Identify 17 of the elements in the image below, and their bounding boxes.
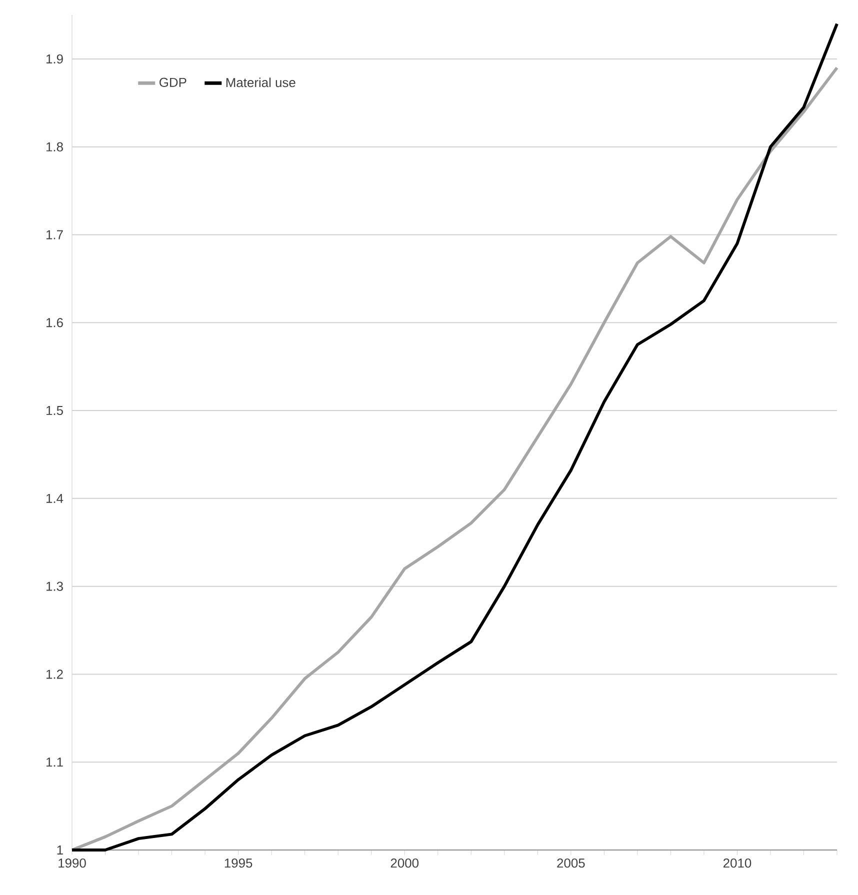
y-tick-label: 1.1 [46, 758, 63, 767]
y-tick-label: 1.4 [46, 494, 64, 503]
y-tick-label: 1.5 [46, 406, 63, 416]
y-tick-label: 1.3 [46, 582, 63, 591]
x-tick-label: 2010 [723, 858, 752, 868]
y-tick-label: 1.6 [46, 318, 63, 328]
x-tick-label: 2000 [390, 858, 419, 868]
legend-label: Material use [226, 78, 296, 88]
y-tick-label: 1.7 [46, 230, 63, 240]
y-tick-label: 1 [57, 846, 63, 854]
y-tick-label: 1.9 [46, 54, 63, 64]
y-tick-label: 1.2 [46, 670, 63, 679]
y-tick-label: 1.8 [46, 142, 63, 152]
x-tick-label: 1990 [58, 858, 86, 868]
legend-label: GDP [160, 78, 186, 87]
x-tick-label: 2005 [557, 858, 585, 868]
x-tick-label: 1995 [224, 858, 252, 868]
